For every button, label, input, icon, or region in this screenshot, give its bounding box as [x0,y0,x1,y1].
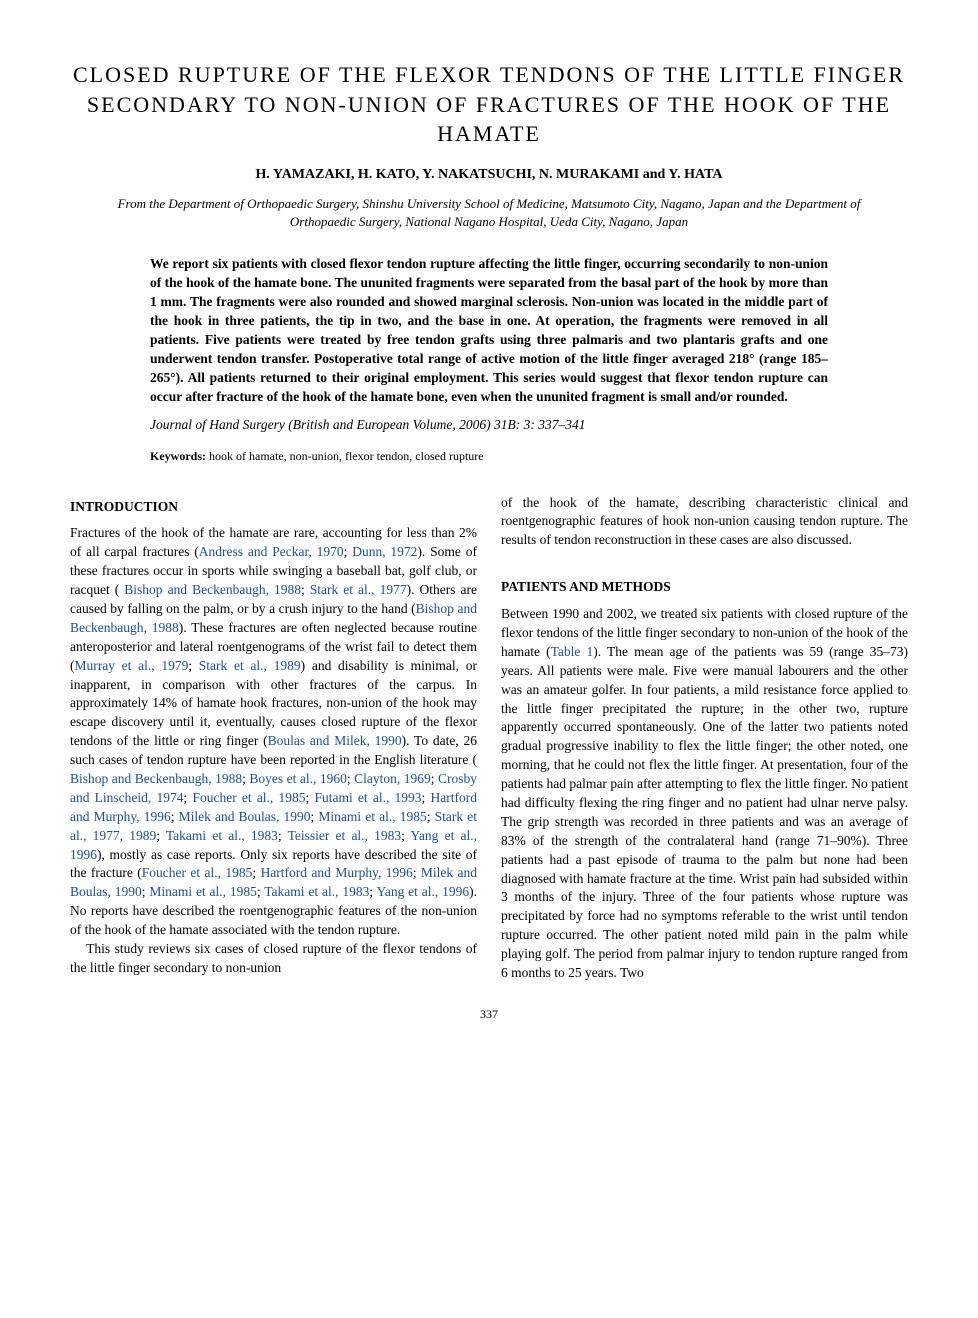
ref-teissier-1983[interactable]: Teissier et al., 1983 [288,828,402,843]
ref-foucher-1985a[interactable]: Foucher et al., 1985 [192,790,305,805]
ref-clayton-1969[interactable]: Clayton, 1969 [354,771,431,786]
affiliation: From the Department of Orthopaedic Surge… [90,195,888,231]
ref-milek-boulas-1990a[interactable]: Milek and Boulas, 1990 [179,809,311,824]
page-number: 337 [70,1007,908,1022]
ref-murray-1979[interactable]: Murray et al., 1979 [75,658,189,673]
patients-methods-heading: PATIENTS AND METHODS [501,578,908,597]
ref-andress-peckar-1970[interactable]: Andress and Peckar, 1970 [199,544,344,559]
ref-yang-1996b[interactable]: Yang et al., 1996 [376,884,469,899]
left-column: INTRODUCTION Fractures of the hook of th… [70,494,477,983]
keywords: Keywords: hook of hamate, non-union, fle… [150,449,828,464]
ref-futami-1993[interactable]: Futami et al., 1993 [314,790,421,805]
ref-table-1[interactable]: Table 1 [551,644,594,659]
ref-hartford-murphy-1996b[interactable]: Hartford and Murphy, 1996 [261,865,413,880]
ref-stark-1989[interactable]: Stark et al., 1989 [199,658,301,673]
ref-bishop-beckenbaugh-1988c[interactable]: Bishop and Beckenbaugh, 1988 [70,771,242,786]
keywords-text: hook of hamate, non-union, flexor tendon… [206,449,484,463]
body-columns: INTRODUCTION Fractures of the hook of th… [70,494,908,983]
article-title: CLOSED RUPTURE OF THE FLEXOR TENDONS OF … [70,60,908,149]
journal-citation: Journal of Hand Surgery (British and Eur… [150,417,828,433]
abstract: We report six patients with closed flexo… [150,255,828,406]
methods-paragraph-1: Between 1990 and 2002, we treated six pa… [501,605,908,983]
ref-foucher-1985b[interactable]: Foucher et al., 1985 [142,865,253,880]
intro-paragraph-1: Fractures of the hook of the hamate are … [70,524,477,940]
ref-minami-1985b[interactable]: Minami et al., 1985 [149,884,257,899]
authors: H. YAMAZAKI, H. KATO, Y. NAKATSUCHI, N. … [70,167,908,183]
keywords-label: Keywords: [150,449,206,463]
introduction-heading: INTRODUCTION [70,498,477,517]
ref-boulas-milek-1990[interactable]: Boulas and Milek, 1990 [268,733,402,748]
ref-takami-1983b[interactable]: Takami et al., 1983 [264,884,369,899]
ref-minami-1985a[interactable]: Minami et al., 1985 [318,809,426,824]
ref-stark-1977a[interactable]: Stark et al., 1977 [310,582,407,597]
right-column: of the hook of the hamate, describing ch… [501,494,908,983]
ref-takami-1983a[interactable]: Takami et al., 1983 [166,828,278,843]
intro-paragraph-2: This study reviews six cases of closed r… [70,940,477,978]
ref-dunn-1972[interactable]: Dunn, 1972 [352,544,417,559]
intro-continuation: of the hook of the hamate, describing ch… [501,494,908,551]
ref-boyes-1960[interactable]: Boyes et al., 1960 [249,771,346,786]
ref-bishop-beckenbaugh-1988a[interactable]: Bishop and Beckenbaugh, 1988 [124,582,301,597]
